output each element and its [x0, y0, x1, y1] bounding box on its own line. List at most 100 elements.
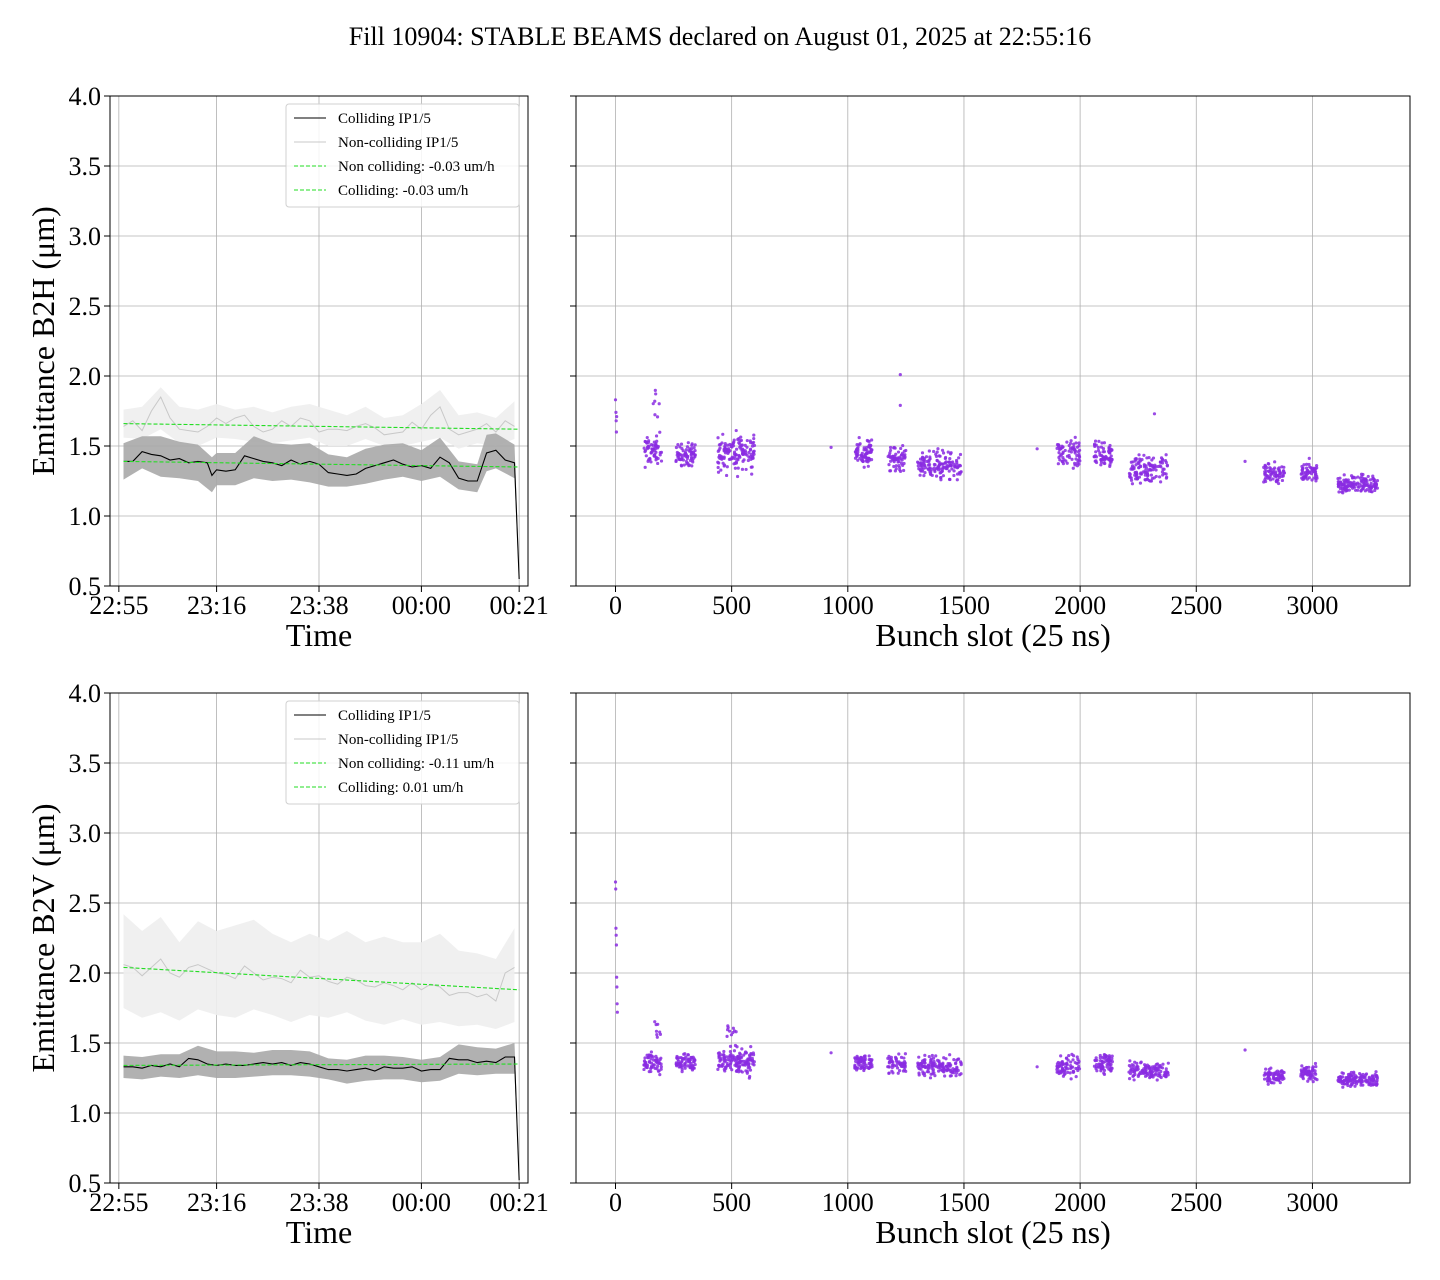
scatter-point [1368, 478, 1372, 482]
scatter-point [748, 1068, 753, 1072]
scatter-point [1159, 456, 1164, 460]
scatter-point [889, 459, 893, 463]
scatter-point [1102, 1072, 1107, 1076]
scatter-point [865, 456, 870, 460]
scatter-point [926, 1063, 931, 1068]
scatter-point [888, 448, 893, 453]
scatter-point [1073, 1060, 1077, 1065]
scatter-point [922, 464, 926, 468]
scatter-point [1361, 486, 1365, 490]
scatter-point [1339, 1076, 1343, 1080]
scatter-point [685, 1064, 690, 1068]
scatter-point [868, 450, 872, 454]
y-tick-label: 3.5 [69, 749, 102, 778]
scatter-point [931, 1064, 935, 1068]
scatter-point [892, 1064, 896, 1068]
x-tick-label: 1000 [822, 1188, 874, 1217]
scatter-point [651, 1063, 655, 1067]
x-tick-label: 0 [609, 1188, 622, 1217]
scatter-point [691, 450, 696, 454]
scatter-point [926, 463, 930, 467]
scatter-point [1107, 1054, 1111, 1058]
scatter-point [894, 452, 898, 456]
scatter-point [1129, 476, 1133, 480]
scatter-point [750, 441, 755, 445]
scatter-point [680, 453, 684, 457]
scatter-point [1151, 1075, 1155, 1079]
scatter-point [928, 470, 932, 474]
scatter-point [947, 469, 951, 473]
scatter-point [679, 1060, 684, 1064]
scatter-point [933, 1074, 937, 1078]
scatter-point [645, 435, 649, 440]
scatter-point [926, 1066, 931, 1070]
scatter-point [1280, 478, 1285, 483]
scatter-point [920, 455, 925, 459]
scatter-point [1342, 1081, 1346, 1086]
scatter-point [949, 451, 953, 455]
scatter-point [1374, 1070, 1378, 1074]
scatter-point [1155, 1062, 1160, 1066]
scatter-point [1272, 470, 1276, 474]
scatter-point [1077, 458, 1081, 462]
scatter-point [615, 975, 619, 979]
scatter-point [899, 461, 904, 465]
scatter-point [1135, 476, 1139, 480]
scatter-point [958, 1060, 963, 1064]
scatter-point [676, 443, 680, 447]
y-tick-label: 2.0 [69, 959, 102, 988]
scatter-point [1262, 1073, 1266, 1077]
scatter-point [897, 1052, 901, 1056]
scatter-point [649, 1050, 653, 1054]
scatter-point [928, 1060, 933, 1065]
scatter-point [867, 458, 871, 462]
scatter-point [1353, 1076, 1358, 1080]
y-axis-label: Emittance B2V (μm) [25, 804, 61, 1073]
scatter-point [751, 451, 755, 455]
scatter-point [716, 1051, 721, 1055]
scatter-point [867, 444, 871, 449]
scatter-point [737, 1065, 741, 1069]
scatter-point [897, 1060, 901, 1064]
scatter-point [1368, 487, 1372, 491]
scatter-point [929, 1072, 933, 1076]
scatter-point [858, 442, 862, 446]
x-tick-label: 00:00 [392, 591, 451, 620]
scatter-point [1307, 1065, 1311, 1069]
scatter-point [1371, 474, 1375, 478]
scatter-point [650, 449, 654, 454]
scatter-point [1353, 476, 1357, 480]
scatter-point [734, 428, 738, 433]
scatter-point [1264, 1067, 1268, 1071]
scatter-point [888, 451, 892, 455]
scatter-point [1272, 1081, 1276, 1085]
scatter-point [1137, 465, 1141, 470]
scatter-point [688, 1066, 692, 1070]
scatter-point [722, 463, 727, 467]
scatter-point [1143, 1074, 1148, 1078]
scatter-point [644, 440, 649, 445]
scatter-point [918, 1067, 922, 1071]
scatter-point [1063, 448, 1067, 453]
scatter-point [716, 1067, 720, 1071]
scatter-point [917, 1073, 921, 1077]
axes-frame [575, 692, 1411, 1184]
scatter-point [1068, 441, 1073, 446]
scatter-point [901, 443, 905, 448]
scatter-point [958, 1073, 962, 1077]
scatter-point [1143, 473, 1147, 477]
scatter-point [689, 457, 694, 461]
scatter-point [1369, 1083, 1373, 1087]
scatter-point [1280, 1073, 1284, 1077]
scatter-point [1371, 1083, 1375, 1087]
scatter-point [1077, 455, 1082, 459]
scatter-point [891, 458, 895, 462]
scatter-point [747, 455, 751, 459]
y-tick-label: 2.5 [69, 292, 102, 321]
scatter-point [1132, 465, 1136, 469]
scatter-point [724, 473, 729, 478]
scatter-point [1068, 446, 1073, 450]
scatter-point [1129, 467, 1133, 471]
scatter-point [1301, 466, 1305, 470]
scatter-point [1142, 1067, 1146, 1071]
